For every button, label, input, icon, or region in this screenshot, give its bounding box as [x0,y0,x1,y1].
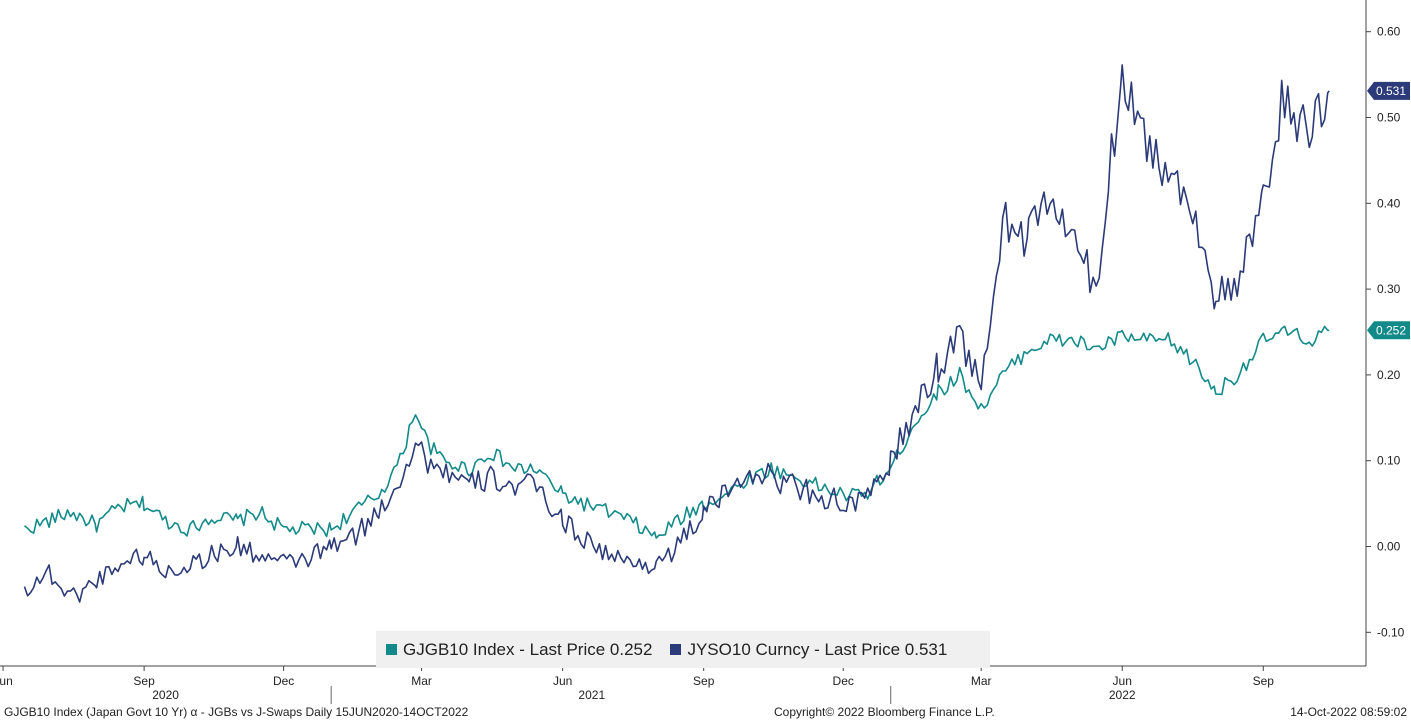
x-year-label: 2022 [1109,688,1136,702]
y-tick-label: 0.20 [1377,368,1401,382]
footer-copyright: Copyright© 2022 Bloomberg Finance L.P. [774,705,995,719]
x-month-label: Mar [971,674,992,688]
legend-label-gjgb10: GJGB10 Index - Last Price 0.252 [403,639,653,659]
y-tick-label: 0.60 [1377,25,1401,39]
last-price-badges: 0.252 0.531 [1367,81,1410,340]
x-month-label: Mar [411,674,432,688]
last-price-badge-jyso10: 0.531 [1367,81,1410,100]
x-month-label: Sep [133,674,155,688]
badge-label: 0.252 [1376,323,1406,337]
y-tick-label: 0.30 [1377,282,1401,296]
y-tick-label: -0.10 [1377,625,1405,639]
legend-item-gjgb10: GJGB10 Index - Last Price 0.252 [386,640,652,660]
x-month-label: Dec [273,674,294,688]
footer-timestamp: 14-Oct-2022 08:59:02 [1290,705,1407,719]
x-month-label: Dec [833,674,854,688]
badge-shape [1367,81,1410,100]
legend: GJGB10 Index - Last Price 0.252 JYSO10 C… [376,631,990,668]
legend-swatch-gjgb10 [386,644,397,655]
y-tick-label: 0.00 [1377,540,1401,554]
series-layer [23,64,1330,603]
axis-layer: 0.60 0.50 0.40 0.30 0.20 0.10 0.00 -0.10 Jun Sep D… [0,25,1405,704]
x-year-label: 2021 [578,688,605,702]
y-tick-label: 0.40 [1377,196,1401,210]
x-year-label: 2020 [152,688,179,702]
x-month-label: Jun [1113,674,1132,688]
badge-label: 0.531 [1376,84,1406,98]
last-price-badge-gjgb10: 0.252 [1367,321,1410,340]
x-month-label: Jun [553,674,572,688]
legend-item-jyso10: JYSO10 Curncy - Last Price 0.531 [670,640,947,660]
legend-label-jyso10: JYSO10 Curncy - Last Price 0.531 [687,639,948,659]
x-month-label: Jun [0,674,13,688]
footer-description: GJGB10 Index (Japan Govt 10 Yr) α - JGBs… [4,705,469,719]
series-line-gjgb10 [23,325,1330,539]
badge-shape [1367,321,1410,340]
series-line-jyso10 [23,64,1330,603]
legend-swatch-jyso10 [670,644,682,655]
y-tick-label: 0.50 [1377,111,1401,125]
x-month-label: Sep [693,674,715,688]
y-tick-label: 0.10 [1377,454,1401,468]
x-month-label: Sep [1253,674,1275,688]
